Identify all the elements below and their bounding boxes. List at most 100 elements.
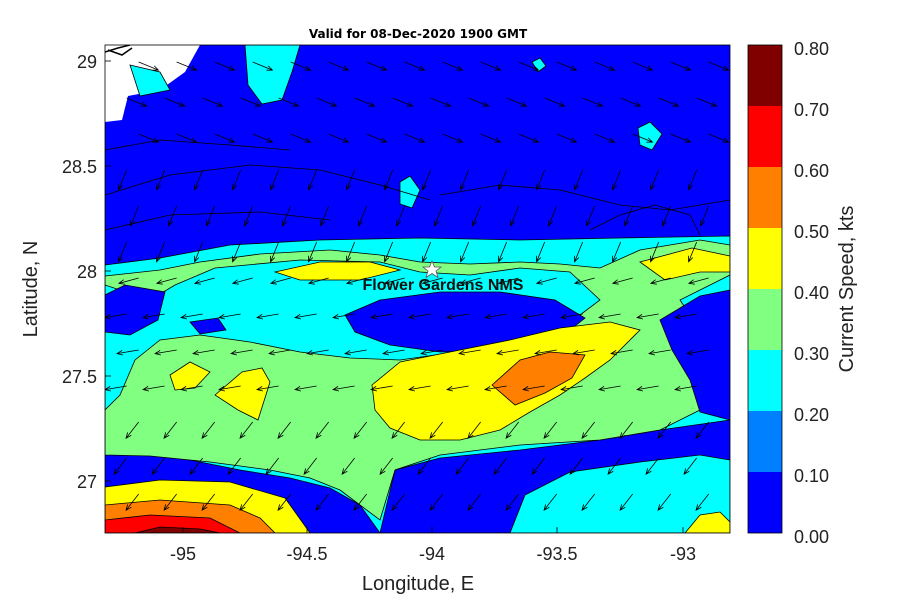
- current-vector: [687, 277, 709, 285]
- current-vector: [434, 205, 444, 227]
- current-vector: [156, 169, 166, 191]
- current-vector: [230, 349, 253, 356]
- current-vector: [594, 133, 616, 143]
- current-vector: [674, 385, 697, 392]
- current-vector: [404, 133, 426, 143]
- colorbar-segment: [748, 45, 782, 106]
- current-vector: [192, 349, 215, 356]
- y-axis-label: Latitude, N: [20, 241, 42, 338]
- current-vector: [496, 349, 519, 356]
- current-vector: [586, 205, 596, 227]
- current-vector: [125, 493, 139, 512]
- speed-band-0.20-0.30-north: [129, 45, 663, 209]
- current-vector: [480, 133, 502, 143]
- colorbar-segment: [748, 411, 782, 472]
- current-vector: [607, 457, 621, 476]
- colorbar-tick-label: 0.20: [794, 405, 829, 425]
- current-vector: [598, 313, 621, 320]
- current-vector: [556, 133, 578, 143]
- current-vector: [341, 457, 355, 476]
- current-vector: [442, 133, 464, 143]
- current-vector: [218, 385, 241, 392]
- speed-band-0.60-0.70: [105, 514, 241, 533]
- current-vector: [383, 277, 405, 285]
- current-vector: [382, 349, 405, 356]
- colorbar-tick-label: 0.00: [794, 527, 829, 547]
- current-vector: [467, 421, 481, 440]
- current-vector: [572, 349, 595, 356]
- current-vector: [535, 277, 557, 285]
- speed-band-0.00-0.10-west: [105, 284, 166, 336]
- current-vector: [420, 349, 443, 356]
- current-vector: [648, 349, 671, 356]
- x-tick-label: -93: [670, 544, 696, 564]
- current-vector: [497, 277, 519, 285]
- contour-lines: [105, 139, 730, 236]
- current-vector: [307, 277, 329, 285]
- colorbar-segment: [748, 106, 782, 167]
- current-vector: [227, 457, 241, 476]
- current-vector: [113, 457, 127, 476]
- current-vector: [422, 169, 432, 191]
- current-vector: [277, 421, 291, 440]
- current-vector: [396, 205, 406, 227]
- current-vector: [163, 421, 177, 440]
- current-vector: [346, 169, 356, 191]
- current-vector: [696, 97, 718, 107]
- current-vector: [522, 385, 545, 392]
- current-vector: [391, 421, 405, 440]
- colorbar-ticks: 0.00 0.10 0.20 0.30 0.40 0.50 0.60 0.70 …: [794, 39, 829, 547]
- current-vector: [370, 313, 393, 320]
- current-vector: [620, 97, 642, 107]
- current-vector: [408, 385, 431, 392]
- coastline: [105, 45, 133, 56]
- current-vector: [231, 277, 253, 285]
- current-vector: [130, 205, 140, 227]
- map-plot-area: Flower Gardens NMS: [105, 45, 730, 533]
- current-vector: [544, 97, 566, 107]
- current-vector: [320, 205, 330, 227]
- speed-band-0.00-0.10-east: [659, 289, 730, 421]
- current-vector: [458, 349, 481, 356]
- current-vector: [265, 457, 279, 476]
- current-vector: [294, 313, 317, 320]
- current-vector: [662, 205, 672, 227]
- current-vector: [189, 457, 203, 476]
- current-vector: [214, 61, 236, 71]
- current-vector: [118, 169, 128, 191]
- current-vector: [252, 133, 274, 143]
- current-vector: [612, 169, 622, 191]
- current-vector: [505, 421, 519, 440]
- current-vector: [366, 61, 388, 71]
- current-vector: [118, 241, 128, 263]
- current-vector: [116, 349, 139, 356]
- current-vector: [239, 493, 253, 512]
- current-vector: [353, 421, 367, 440]
- current-vector: [560, 313, 583, 320]
- current-vector: [370, 385, 393, 392]
- colorbar: [748, 45, 782, 533]
- current-vector: [632, 133, 654, 143]
- current-vector: [142, 385, 165, 392]
- current-vector: [658, 97, 680, 107]
- current-vector: [536, 241, 546, 263]
- current-vector: [518, 133, 540, 143]
- current-vector: [164, 97, 186, 107]
- colorbar-segment: [748, 472, 782, 533]
- current-vector: [708, 61, 730, 71]
- current-vector: [290, 133, 312, 143]
- y-tick-label: 27.5: [62, 367, 97, 387]
- current-vector: [346, 241, 356, 263]
- current-vector: [315, 421, 329, 440]
- current-vector: [543, 421, 557, 440]
- current-vector: [611, 277, 633, 285]
- current-vector: [708, 133, 730, 143]
- current-vector: [117, 277, 139, 285]
- colorbar-segment: [748, 350, 782, 411]
- current-vector: [354, 97, 376, 107]
- colorbar-tick-label: 0.50: [794, 222, 829, 242]
- current-vector: [417, 457, 431, 476]
- current-vector: [358, 205, 368, 227]
- map-title: Valid for 08-Dec-2020 1900 GMT: [309, 27, 528, 41]
